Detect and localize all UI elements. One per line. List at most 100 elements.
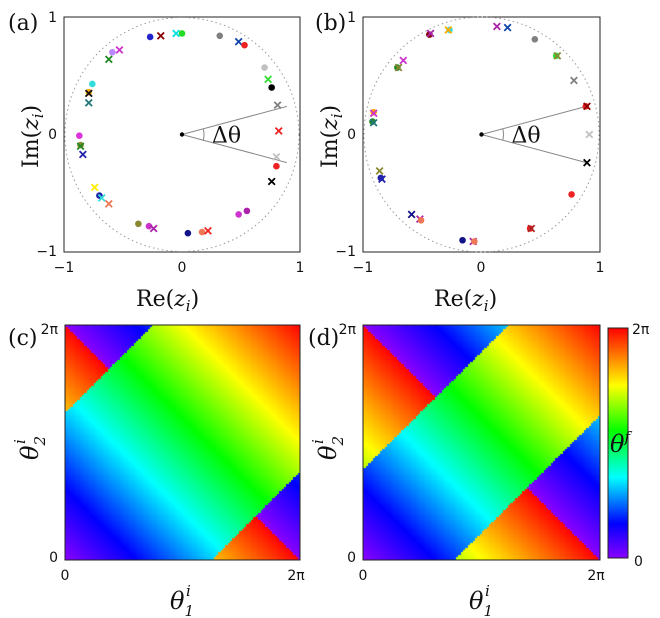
scatter-point-cross [76, 142, 85, 151]
wedge-line-upper [481, 105, 587, 135]
scatter-point-cross [583, 102, 591, 111]
scatter-point-cross [234, 37, 243, 46]
scatter-point-circle [531, 36, 539, 43]
scatter-point-circle [243, 207, 251, 215]
panel-label-b: (b) [315, 11, 346, 36]
wedge-line-upper [181, 105, 287, 135]
scatter-point-circle [76, 132, 83, 139]
x-tick-right-a: 1 [296, 260, 305, 276]
unit-circle [64, 17, 300, 252]
scatter-point-cross [104, 199, 113, 208]
colorbar-max-label: 2π [632, 322, 650, 338]
scatter-point-cross [583, 158, 591, 167]
wedge-line-lower [181, 134, 287, 164]
scatter-point-circle [471, 238, 478, 245]
x-tick-left-b: −1 [353, 260, 374, 276]
scatter-point-cross [84, 98, 93, 107]
scatter-point-cross [369, 109, 378, 118]
panel-label-d: (d) [308, 326, 339, 351]
scatter-point-cross [375, 166, 384, 175]
colorbar-min-label: 0 [634, 554, 643, 570]
scatter-point-circle [273, 162, 280, 170]
x-tick-right-d: 2π [587, 568, 605, 584]
scatter-point-cross [90, 183, 99, 192]
x-tick-left-c: 0 [61, 568, 70, 584]
scatter-point-cross [97, 194, 106, 202]
plot-frame-a [63, 16, 301, 253]
scatter-point-cross [444, 25, 453, 34]
x-tick-left-d: 0 [359, 568, 368, 584]
y-tick-top-d: 2π [339, 322, 357, 338]
panel-label-c: (c) [8, 326, 38, 351]
scatter-point-circle [417, 216, 425, 224]
y-tick-bottom-d: 0 [347, 550, 356, 566]
x-tick-right-c: 2π [287, 568, 305, 584]
y-tick-top-a: 1 [48, 10, 57, 26]
angle-arc [502, 128, 504, 141]
scatter-point-cross [78, 150, 87, 159]
scatter-point-circle [241, 41, 248, 49]
scatter-point-circle [216, 32, 224, 40]
y-axis-label-b: Im(zi) [318, 105, 346, 168]
scatter-panel-a: (a) 1 0 −1 −1 0 1 Δθ Re(zi) Im(zi) [8, 10, 304, 315]
scatter-panel-b: (b) 1 0 −1 −1 0 1 Δθ Re(zi) Im(zi) [315, 10, 604, 315]
heatmap-panel-c: (c) 2π 0 0 2π θ1i θ2i [8, 322, 305, 618]
scatter-point-circle [146, 33, 154, 41]
y-tick-mid-b: 0 [347, 127, 356, 143]
scatter-point-cross [527, 224, 536, 233]
x-axis-label-d: θ1i [469, 582, 493, 618]
heatmap-c [65, 325, 300, 560]
scatter-point-circle [178, 30, 186, 37]
heatmap-panel-d: (d) 2π 0 0 2π θ1i θ2i [308, 322, 605, 618]
colorbar: 2π 0 θf [607, 322, 650, 570]
scatter-point-cross [274, 127, 283, 135]
scatter-point-cross [149, 224, 158, 233]
colorbar-gradient [607, 327, 629, 559]
scatter-point-cross [84, 89, 93, 98]
scatter-point-circle [261, 64, 268, 71]
scatter-point-cross [369, 118, 378, 127]
scatter-point-cross [585, 130, 594, 139]
scatter-point-cross [104, 55, 113, 64]
x-tick-right-b: 1 [596, 260, 605, 276]
y-axis-label-d: θ2i [309, 436, 347, 460]
heatmap-d [363, 325, 600, 560]
scatter-point-circle [109, 48, 116, 56]
x-tick-mid-a: 0 [178, 260, 187, 276]
scatter-point-cross [204, 226, 212, 235]
y-tick-top-b: 1 [347, 10, 356, 26]
scatter-point-circle [89, 80, 96, 88]
y-tick-mid-a: 0 [48, 127, 57, 143]
scatter-point-cross [399, 56, 408, 65]
scatter-point-circle [235, 211, 242, 218]
scatter-point-cross [426, 29, 435, 38]
scatter-point-cross [273, 101, 282, 110]
y-axis-label-a: Im(zi) [19, 105, 47, 168]
y-tick-top-c: 2π [41, 322, 59, 338]
angle-arc [202, 128, 205, 141]
x-axis-label-b: Re(zi) [434, 287, 497, 315]
scatter-point-circle [145, 222, 153, 230]
colorbar-label: θf [610, 428, 632, 458]
scatter-point-cross [492, 22, 501, 31]
delta-theta-label: Δθ [212, 124, 241, 149]
scatter-point-circle [377, 174, 385, 182]
y-axis-label-c: θ2i [11, 436, 49, 460]
scatter-marks-b: Δθ [363, 16, 600, 253]
wedge-line-lower [481, 134, 587, 164]
scatter-point-circle [459, 236, 466, 244]
scatter-point-circle [568, 191, 575, 198]
scatter-point-circle [268, 84, 275, 91]
scatter-point-cross [267, 177, 276, 186]
scatter-point-cross [569, 76, 578, 85]
unit-circle [363, 16, 600, 253]
scatter-point-cross [272, 152, 281, 161]
panel-label-a: (a) [8, 11, 38, 36]
plot-frame-d [362, 324, 601, 561]
origin-point [479, 132, 484, 137]
scatter-point-cross [503, 23, 512, 32]
scatter-point-cross [553, 51, 562, 60]
plot-frame-c [64, 324, 301, 561]
scatter-point-cross [394, 63, 403, 72]
